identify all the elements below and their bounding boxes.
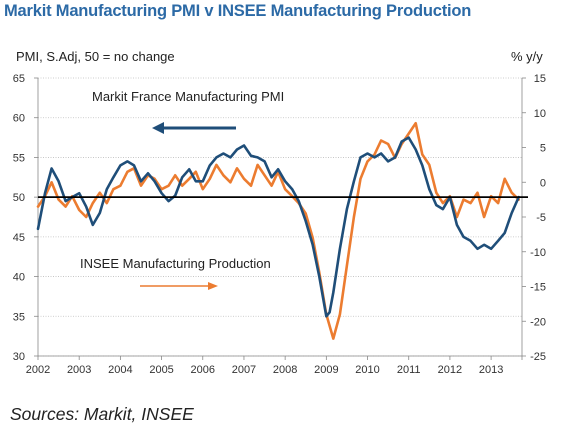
axes: 6560555045403530151050-5-10-15-20-252002…	[13, 73, 546, 376]
x-tick-label: 2002	[26, 364, 50, 376]
right-tick-label: 10	[534, 108, 546, 120]
left-tick-label: 40	[13, 272, 25, 284]
right-axis-label: % y/y	[511, 49, 543, 64]
insee-series-line	[36, 121, 521, 340]
left-tick-label: 35	[13, 311, 25, 323]
x-tick-label: 2013	[479, 364, 503, 376]
right-tick-label: 5	[540, 143, 546, 155]
left-tick-label: 55	[13, 152, 25, 164]
right-tick-label: 15	[534, 73, 546, 85]
pmi-arrow-icon	[152, 122, 236, 134]
left-tick-label: 60	[13, 113, 25, 125]
insee-series-label: INSEE Manufacturing Production	[80, 256, 271, 271]
insee-arrow-head	[208, 282, 218, 290]
x-tick-label: 2007	[232, 364, 256, 376]
left-axis-label: PMI, S.Adj, 50 = no change	[16, 49, 175, 64]
right-tick-label: 0	[540, 177, 546, 189]
pmi-series-label: Markit France Manufacturing PMI	[92, 89, 284, 104]
x-tick-label: 2008	[273, 364, 297, 376]
chart-title: Markit Manufacturing PMI v INSEE Manufac…	[4, 2, 472, 20]
right-tick-label: -25	[530, 351, 546, 363]
source-note: Sources: Markit, INSEE	[10, 404, 194, 424]
right-tick-label: -5	[536, 212, 546, 224]
x-tick-label: 2005	[149, 364, 173, 376]
x-tick-label: 2011	[397, 364, 421, 376]
x-tick-label: 2012	[438, 364, 462, 376]
left-tick-label: 45	[13, 232, 25, 244]
pmi-arrow-head	[152, 122, 164, 134]
right-tick-label: -10	[530, 247, 546, 259]
right-tick-label: -15	[530, 282, 546, 294]
x-tick-label: 2009	[314, 364, 338, 376]
x-tick-label: 2006	[191, 364, 215, 376]
insee-arrow-icon	[140, 282, 218, 290]
x-tick-label: 2004	[108, 364, 132, 376]
left-tick-label: 30	[13, 351, 25, 363]
pmi-series-line	[36, 136, 521, 318]
left-tick-label: 65	[13, 73, 25, 85]
x-tick-label: 2010	[355, 364, 379, 376]
series-lines	[36, 121, 528, 340]
left-tick-label: 50	[13, 192, 25, 204]
right-tick-label: -20	[530, 316, 546, 328]
gridlines	[38, 77, 522, 357]
x-tick-label: 2003	[67, 364, 91, 376]
